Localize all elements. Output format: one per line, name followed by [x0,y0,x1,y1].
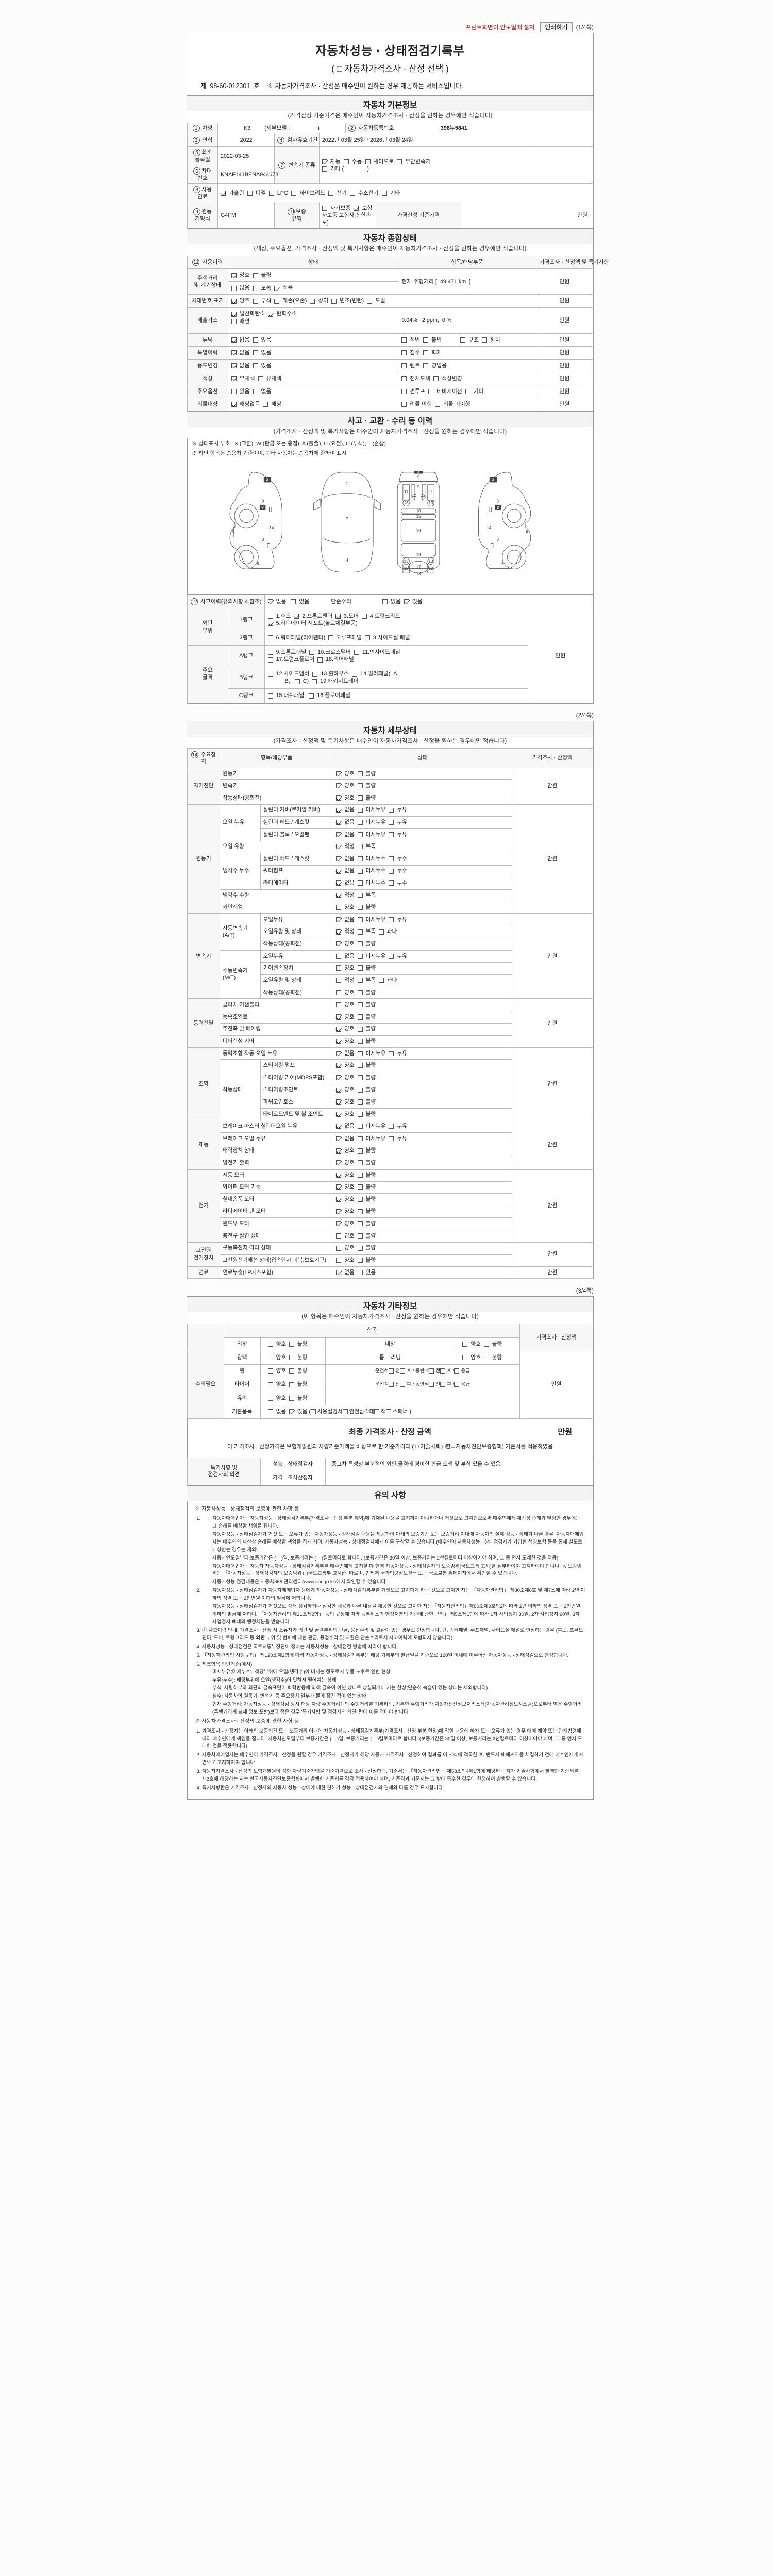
svg-text:12: 12 [429,566,433,571]
svg-text:X: X [417,470,420,474]
svg-text:14: 14 [269,526,274,530]
svg-text:X: X [266,478,269,482]
svg-text:8: 8 [526,529,528,534]
svg-text:10: 10 [416,509,421,513]
svg-text:17: 17 [416,565,421,569]
svg-text:12: 12 [412,493,416,498]
svg-text:14: 14 [486,526,491,530]
svg-text:8: 8 [232,529,235,534]
svg-text:18: 18 [416,571,421,576]
svg-text:19: 19 [416,552,421,557]
svg-text:16: 16 [416,528,421,533]
svg-text:13: 13 [404,501,409,505]
svg-text:11: 11 [404,489,409,494]
svg-text:7: 7 [346,517,348,521]
svg-text:3: 3 [262,499,264,503]
svg-text:11: 11 [429,489,433,494]
svg-text:13: 13 [429,501,433,505]
svg-text:6: 6 [501,562,504,566]
svg-text:3: 3 [262,537,264,542]
svg-text:6: 6 [257,562,259,566]
svg-text:13: 13 [404,559,409,564]
svg-text:3: 3 [497,499,499,503]
svg-text:1: 1 [346,481,348,486]
svg-text:5: 5 [417,474,420,479]
svg-text:12: 12 [421,493,426,498]
svg-text:12: 12 [404,566,409,571]
svg-text:3: 3 [497,537,499,542]
svg-text:X: X [261,506,264,510]
svg-text:4: 4 [346,558,348,563]
svg-text:X: X [497,506,499,510]
svg-text:13: 13 [429,559,433,564]
svg-text:X: X [492,478,495,482]
svg-text:9: 9 [417,485,420,489]
svg-text:15: 15 [416,514,421,519]
